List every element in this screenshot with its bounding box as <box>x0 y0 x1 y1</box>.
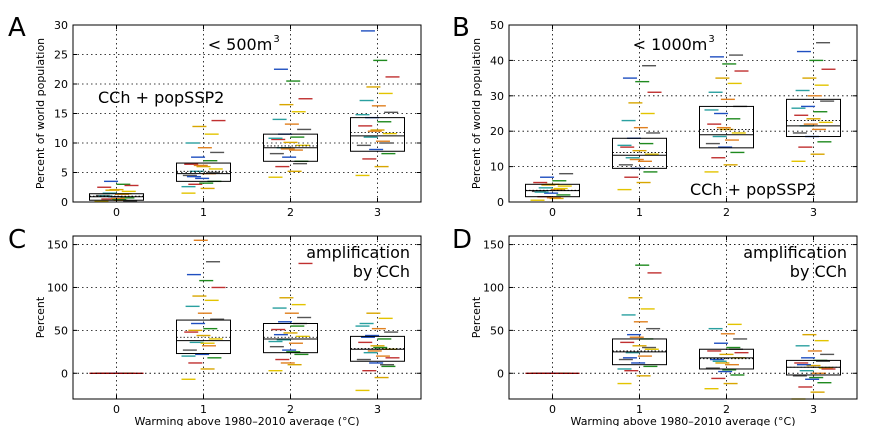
y-tick-label: 0 <box>61 196 68 209</box>
x-tick-label: 3 <box>374 403 381 416</box>
annotation-label: < 1000m <box>633 35 708 54</box>
y-tick-label: 50 <box>54 324 68 337</box>
box-iqr <box>263 323 318 354</box>
y-tick-label: 50 <box>490 324 504 337</box>
panel-letter: B <box>452 13 470 43</box>
annotation-label-2: by CCh <box>353 262 410 281</box>
y-tick-label: 100 <box>47 281 68 294</box>
annotation-superscript: 3 <box>708 34 714 45</box>
x-tick-label: 1 <box>200 206 207 219</box>
y-tick-label: 100 <box>483 281 504 294</box>
member-dashes <box>530 264 836 400</box>
box-iqr <box>350 117 405 152</box>
y-tick-label: 0 <box>61 367 68 380</box>
box-iqr <box>612 137 667 169</box>
x-tick-label: 0 <box>549 206 556 219</box>
x-tick-label: 2 <box>287 403 294 416</box>
y-tick-label: 30 <box>490 90 504 103</box>
axes-frame <box>72 235 422 400</box>
box-iqr <box>699 105 754 149</box>
y-tick-label: 30 <box>54 19 68 32</box>
box-iqr <box>176 162 231 182</box>
panel-d: D 0 1 2 3 0 50 100 150 Percent Warming above 1980–… <box>452 225 858 426</box>
x-tick-label: 1 <box>636 403 643 416</box>
x-axis-label: Warming above 1980–2010 average (°C) <box>571 415 796 426</box>
y-axis-label: Percent of world population <box>34 38 47 189</box>
box-iqr <box>786 98 841 138</box>
x-tick-label: 0 <box>113 206 120 219</box>
axes-frame <box>508 24 858 203</box>
x-tick-label: 1 <box>636 206 643 219</box>
y-tick-label: 40 <box>490 54 504 67</box>
x-tick-label: 1 <box>200 403 207 416</box>
y-tick-label: 10 <box>490 161 504 174</box>
y-axis-label: Percent <box>34 296 47 338</box>
panel-letter: D <box>452 225 472 255</box>
annotation-label: < 500m <box>208 35 273 54</box>
y-tick-label: 150 <box>483 239 504 252</box>
y-tick-label: 25 <box>54 49 68 62</box>
member-dashes <box>94 30 400 203</box>
y-axis-label: Percent of world population <box>470 38 483 189</box>
y-tick-label: 20 <box>54 78 68 91</box>
x-tick-label: 3 <box>810 403 817 416</box>
box-iqr <box>176 319 231 355</box>
panel-letter: A <box>8 13 26 43</box>
y-tick-label: 20 <box>490 125 504 138</box>
y-axis-label: Percent <box>470 296 483 338</box>
x-tick-label: 2 <box>287 206 294 219</box>
member-dashes <box>530 42 836 201</box>
axes-frame <box>508 235 858 400</box>
y-tick-label: 5 <box>61 167 68 180</box>
y-tick-label: 10 <box>54 137 68 150</box>
y-tick-label: 150 <box>47 239 68 252</box>
panel-letter: C <box>8 225 26 255</box>
annotation-label-2: CCh + popSSP2 <box>690 180 816 199</box>
x-tick-label: 0 <box>549 403 556 416</box>
x-tick-label: 2 <box>723 206 730 219</box>
y-tick-label: 15 <box>54 108 68 121</box>
x-tick-label: 3 <box>810 206 817 219</box>
annotation-label-2: CCh + popSSP2 <box>98 88 224 107</box>
box-iqr <box>699 348 754 370</box>
x-tick-label: 2 <box>723 403 730 416</box>
panel-c: C 0 1 2 3 0 50 100 150 Percent Warming above 1980–… <box>8 225 422 426</box>
y-tick-label: 50 <box>490 19 504 32</box>
x-tick-label: 3 <box>374 206 381 219</box>
y-tick-label: 0 <box>497 367 504 380</box>
annotation-label-2: by CCh <box>790 262 847 281</box>
annotation-label: amplification <box>743 243 847 262</box>
annotation-label: amplification <box>306 243 410 262</box>
annotation-superscript: 3 <box>273 34 279 45</box>
y-tick-label: 0 <box>497 196 504 209</box>
x-axis-label: Warming above 1980–2010 average (°C) <box>135 415 360 426</box>
x-tick-label: 0 <box>113 403 120 416</box>
